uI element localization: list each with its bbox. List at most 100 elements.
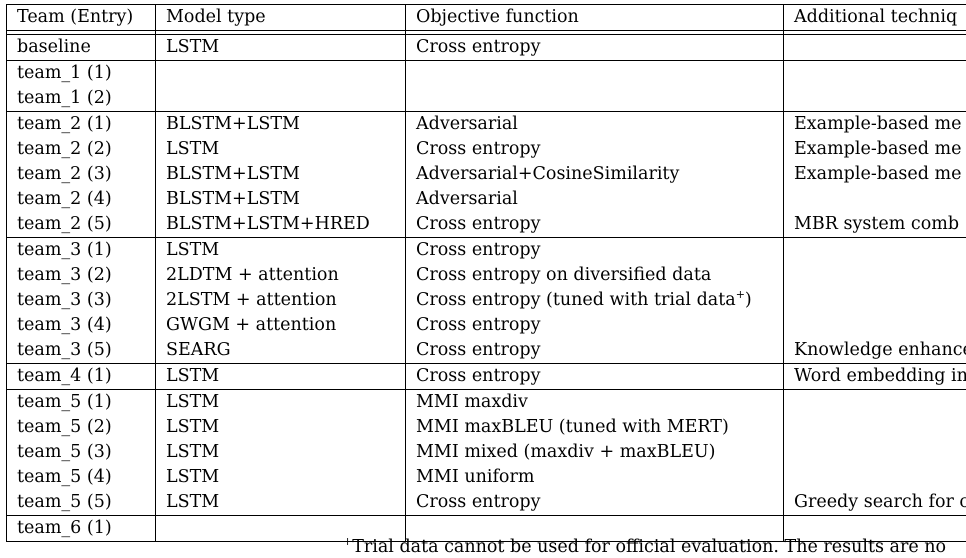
cell-objective: Cross entropy (405, 137, 784, 162)
cell-additional-technique (784, 263, 966, 288)
cell-model-type (155, 86, 406, 112)
cell-team-text: team_2 (5) (17, 214, 112, 234)
cell-team: team_3 (5) (6, 338, 156, 364)
cell-model-type: LSTM (155, 465, 406, 490)
cell-objective-text: Cross entropy (416, 214, 541, 234)
table-row: team_6 (1) (6, 515, 966, 542)
cell-objective-text: Adversarial (416, 114, 518, 134)
cell-additional-technique-text: Word embedding in (794, 366, 966, 386)
cell-model-type-text: LSTM (166, 240, 220, 260)
cell-model-type: LSTM (155, 363, 406, 390)
cell-team: team_6 (1) (6, 515, 156, 542)
cell-team: team_1 (2) (6, 86, 156, 112)
cell-team: team_3 (1) (6, 237, 156, 263)
cell-team-text: team_6 (1) (17, 518, 112, 538)
cell-objective-text: Cross entropy (tuned with trial data (416, 290, 736, 310)
table-row: team_5 (1) LSTM MMI maxdiv (6, 389, 966, 415)
table-row: team_4 (1) LSTM Cross entropy Word embeddin… (6, 363, 966, 390)
cell-model-type (155, 515, 406, 542)
cell-model-type (155, 60, 406, 86)
table-row: team_2 (1) BLSTM+LSTM Adversarial Example-b… (6, 111, 966, 138)
cell-team: team_5 (3) (6, 440, 156, 465)
cell-team-text: team_2 (4) (17, 189, 112, 209)
cell-model-type: LSTM (155, 34, 406, 61)
cell-objective-text: Adversarial (416, 189, 518, 209)
cell-model-type-text: LSTM (166, 392, 220, 412)
cell-objective-text: Cross entropy (416, 37, 541, 57)
table-row: team_2 (2) LSTM Cross entropy Example-based… (6, 137, 966, 162)
cell-additional-technique-text: Example-based me (794, 139, 962, 159)
cell-additional-technique-text: Example-based me (794, 164, 962, 184)
cell-model-type: LSTM (155, 137, 406, 162)
cell-additional-technique: Example-based me (784, 137, 966, 162)
cell-objective: Adversarial (405, 111, 784, 137)
cell-team-text: team_2 (2) (17, 139, 112, 159)
table-row: team_3 (4) GWGM + attention Cross entropy (6, 313, 966, 338)
cell-team-text: team_3 (4) (17, 315, 112, 335)
cell-model-type: SEARG (155, 338, 406, 364)
header-team: Team (Entry) (6, 4, 156, 31)
cell-model-type-text: LSTM (166, 366, 220, 386)
cell-objective: Cross entropy (405, 313, 784, 338)
cell-additional-technique (784, 440, 966, 465)
cell-additional-technique: Word embedding in (783, 363, 966, 390)
cell-additional-technique (784, 61, 966, 87)
cell-objective: Cross entropy (405, 34, 784, 61)
cell-objective-text: Cross entropy (416, 139, 541, 159)
cell-team-text: team_1 (1) (17, 63, 112, 83)
cell-model-type-text: BLSTM+LSTM (166, 114, 300, 134)
cell-team: team_2 (4) (6, 187, 156, 212)
cell-additional-technique (784, 288, 966, 313)
cell-team-text: team_5 (5) (17, 492, 112, 512)
table-row: team_1 (2) (6, 86, 966, 112)
table-row: team_5 (4) LSTM MMI uniform (6, 465, 966, 490)
header-model-type: Model type (155, 4, 406, 31)
footnote: +Trial data cannot be used for official … (343, 536, 946, 558)
cell-model-type-text: 2LDTM + attention (166, 265, 339, 285)
table-body: baseline LSTM Cross entropy team_1 (1) team_… (6, 34, 966, 542)
cell-objective-text: Cross entropy (416, 240, 541, 260)
cell-team-text: team_5 (2) (17, 417, 112, 437)
cell-additional-technique-text: Greedy search for c (794, 492, 966, 512)
cell-model-type-text: GWGM + attention (166, 315, 337, 335)
cell-model-type-text: BLSTM+LSTM+HRED (166, 214, 370, 234)
cell-objective-tail: ) (744, 290, 752, 310)
cell-model-type: LSTM (155, 490, 406, 516)
cell-additional-technique-text: Knowledge enhance (794, 340, 966, 360)
table-row: team_5 (2) LSTM MMI maxBLEU (tuned with ME… (6, 415, 966, 440)
cell-team: team_3 (3) (6, 288, 156, 313)
cell-additional-technique: Example-based me (784, 112, 966, 138)
results-table-container: Team (Entry) Model type Objective functi… (6, 4, 966, 542)
footnote-marker: + (343, 535, 353, 548)
cell-model-type: 2LSTM + attention (155, 288, 406, 313)
header-row: Team (Entry) Model type Objective functi… (6, 4, 966, 31)
cell-model-type: BLSTM+LSTM (155, 111, 406, 137)
cell-team: team_5 (1) (6, 389, 156, 415)
cell-team: baseline (6, 34, 156, 61)
footnote-text: Trial data cannot be used for official e… (352, 537, 947, 557)
cell-team: team_2 (1) (6, 111, 156, 137)
cell-additional-technique-text: Example-based me (794, 114, 962, 134)
cell-team: team_3 (4) (6, 313, 156, 338)
cell-objective-text: Cross entropy (416, 315, 541, 335)
header-objective-function: Objective function (405, 4, 784, 31)
cell-team: team_2 (2) (6, 137, 156, 162)
cell-team-text: team_3 (5) (17, 340, 112, 360)
cell-team-text: team_4 (1) (17, 366, 112, 386)
results-table: Team (Entry) Model type Objective functi… (6, 4, 966, 542)
cell-model-type-text: BLSTM+LSTM (166, 164, 300, 184)
cell-objective: MMI maxBLEU (tuned with MERT) (405, 415, 784, 440)
table-row: team_3 (5) SEARG Cross entropy Knowledge en… (6, 338, 966, 364)
trial-data-marker: + (735, 288, 745, 301)
header-additional-techniques: Additional techniq (783, 4, 966, 31)
cell-model-type: LSTM (155, 237, 406, 263)
cell-team: team_5 (2) (6, 415, 156, 440)
cell-model-type: LSTM (155, 440, 406, 465)
cell-additional-technique: Example-based me (784, 162, 966, 187)
cell-team-text: team_5 (3) (17, 442, 112, 462)
cell-additional-technique (784, 465, 966, 490)
cell-team: team_3 (2) (6, 263, 156, 288)
table-row: team_2 (3) BLSTM+LSTM Adversarial+CosineSi… (6, 162, 966, 187)
cell-model-type: 2LDTM + attention (155, 263, 406, 288)
cell-team-text: team_1 (2) (17, 88, 112, 108)
